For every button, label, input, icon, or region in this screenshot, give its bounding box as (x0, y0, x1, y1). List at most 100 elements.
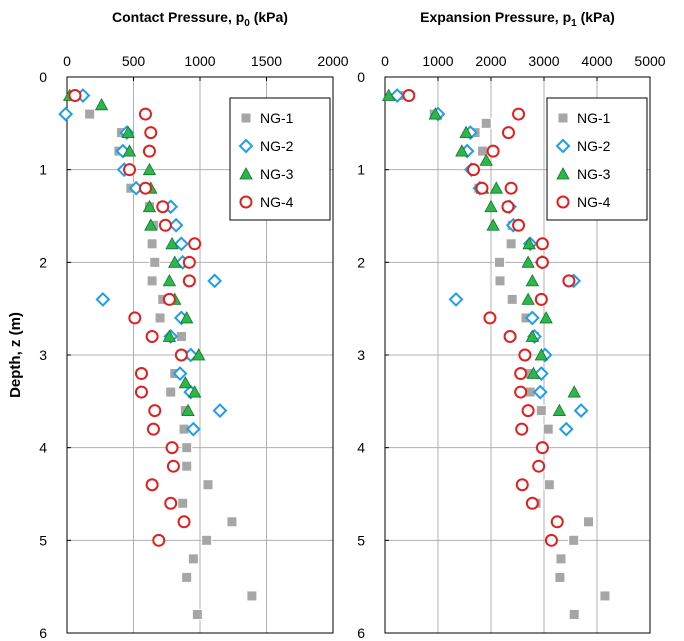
ng-1-point (84, 108, 96, 120)
y-axis-label: Depth, z (m) (7, 312, 24, 398)
ng-1-point (187, 553, 199, 565)
ng-4-point (525, 496, 539, 510)
ng-4-point (512, 107, 526, 121)
ng-4-point (148, 404, 162, 418)
chart-title-subscript: 1 (571, 18, 577, 29)
y-tick-label: 0 (39, 69, 47, 85)
ng-4-point (158, 218, 172, 232)
ng-3-legend-marker (239, 167, 253, 180)
ng-4-legend-marker (556, 195, 570, 209)
ng-1-point (505, 238, 517, 250)
ng-3-point (180, 311, 194, 324)
ng-4-point (402, 89, 416, 103)
ng-4-point (535, 441, 549, 455)
series-ng-3 (62, 88, 206, 417)
ng-3-legend-marker (556, 167, 570, 180)
chart-title-unit: (kPa) (250, 9, 288, 25)
chart-title-unit: (kPa) (577, 9, 615, 25)
ng-3-point (525, 329, 540, 342)
y-tick-label: 3 (357, 347, 365, 363)
ng-3-point (144, 218, 158, 231)
ng-4-point (562, 274, 576, 288)
ng-2-point (173, 236, 189, 252)
ng-1-point (568, 608, 580, 620)
y-tick-label: 4 (39, 440, 47, 456)
ng-4-point (152, 533, 166, 547)
legend-label: NG-3 (260, 166, 294, 182)
y-tick-label: 2 (39, 254, 47, 270)
ng-4-point (188, 237, 202, 251)
ng-4-point (501, 126, 515, 140)
x-tick-label: 4000 (581, 53, 612, 69)
ng-3-point (484, 199, 498, 213)
ng-1-point (583, 516, 595, 528)
ng-3-point (168, 255, 182, 268)
ng-2-point (212, 403, 228, 419)
y-tick-label: 3 (39, 347, 47, 363)
ng-2-point (558, 421, 574, 437)
ng-4-point (142, 144, 156, 158)
y-tick-label: 6 (39, 625, 47, 641)
ng-4-point (68, 89, 82, 103)
x-tick-label: 3000 (528, 53, 559, 69)
ng-4-point (550, 515, 564, 529)
ng-1-point (181, 442, 193, 454)
ng-2-point (389, 88, 405, 103)
ng-4-point (138, 107, 152, 121)
ng-3-point (521, 292, 535, 305)
ng-2-point (532, 384, 548, 400)
ng-4-point (134, 367, 148, 381)
legend-label: NG-4 (260, 194, 294, 210)
ng-2-legend-marker (555, 138, 571, 154)
ng-1-point (154, 312, 166, 324)
ng-1-legend-marker (557, 112, 569, 124)
series-ng-4 (402, 89, 576, 547)
ng-1-point (554, 571, 566, 583)
ng-1-point (181, 460, 193, 472)
ng-3-point (459, 125, 473, 139)
legend-label: NG-1 (260, 110, 294, 126)
legend: NG-1 NG-2 NG-3 NG-4 (546, 97, 648, 221)
ng-3-point (181, 403, 195, 417)
ng-3-point (165, 236, 179, 250)
ng-2-point (448, 291, 464, 307)
ng-1-point (177, 497, 189, 509)
ng-3-point (142, 199, 157, 213)
legend: NG-1 NG-2 NG-3 NG-4 (229, 97, 331, 221)
ng-4-point (467, 163, 481, 177)
x-tick-label: 0 (63, 53, 71, 69)
ng-3-point (522, 236, 536, 250)
y-tick-label: 5 (39, 532, 47, 548)
ng-4-point (138, 181, 152, 195)
ng-1-point (494, 275, 506, 287)
x-tick-label: 500 (122, 53, 146, 69)
x-tick-label: 1000 (422, 53, 453, 69)
legend-label: NG-3 (577, 166, 611, 182)
ng-3-point (552, 403, 567, 417)
ng-3-point (479, 153, 493, 166)
y-tick-label: 1 (357, 162, 365, 178)
ng-4-point (166, 459, 180, 473)
ng-4-point (544, 533, 558, 547)
ng-4-point (512, 218, 526, 232)
ng-1-point (191, 608, 203, 620)
chart-title: Contact Pressure, p0 (kPa) (112, 9, 288, 29)
x-tick-label: 2000 (475, 53, 506, 69)
ng-3-point (188, 385, 202, 398)
ng-4-point (501, 200, 515, 214)
ng-1-point (568, 534, 580, 546)
x-tick-label: 1000 (184, 53, 215, 69)
ng-4-point (177, 515, 191, 529)
ng-4-point (145, 329, 159, 343)
ng-4-point (165, 441, 179, 455)
ng-2-point (573, 403, 589, 419)
ng-3-point (567, 385, 581, 398)
ng-2-point (168, 217, 184, 233)
ng-1-point (202, 479, 214, 491)
ng-2-point (172, 366, 188, 381)
ng-1-point (165, 386, 177, 398)
ng-3-point (539, 311, 553, 324)
ng-4-point (504, 181, 518, 195)
ng-3-point (94, 97, 109, 111)
